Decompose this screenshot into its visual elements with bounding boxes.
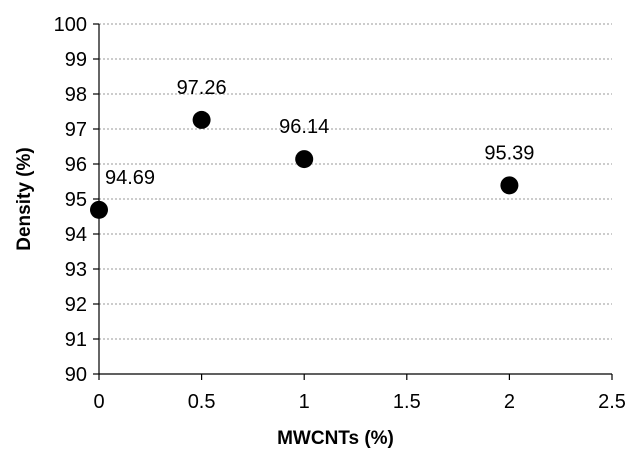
data-point — [90, 200, 108, 219]
data-point — [500, 176, 519, 195]
x-tick-label: 2.5 — [598, 391, 626, 413]
data-label: 94.69 — [105, 167, 155, 189]
x-tick-label: 1 — [299, 391, 310, 413]
y-tick-label: 97 — [65, 119, 87, 141]
y-tick-label: 96 — [65, 154, 87, 176]
x-tick-label: 2 — [504, 391, 515, 413]
data-label: 97.26 — [177, 77, 227, 99]
ticks-layer: 90 91 92 93 94 95 96 97 98 99 100 0 0.5 1 1.5 2 2.5 — [54, 14, 626, 413]
y-tick-label: 92 — [65, 294, 87, 316]
grid-layer — [99, 23, 612, 340]
y-tick-label: 90 — [65, 364, 87, 386]
data-point — [192, 110, 211, 129]
x-axis-title: MWCNTs (%) — [277, 428, 394, 449]
y-tick-label: 94 — [65, 224, 87, 246]
x-tick-label: 1.5 — [393, 391, 421, 413]
data-label: 96.14 — [279, 116, 329, 138]
y-tick-label: 100 — [54, 14, 87, 36]
x-tick-label: 0.5 — [188, 391, 216, 413]
y-tick-label: 99 — [65, 49, 87, 71]
y-tick-label: 93 — [65, 259, 87, 281]
data-labels-layer: 94.69 97.26 96.14 95.39 — [105, 77, 534, 189]
x-tick-label: 0 — [93, 391, 104, 413]
data-label: 95.39 — [484, 142, 534, 164]
y-axis-title: Density (%) — [14, 147, 35, 250]
data-point — [295, 150, 314, 169]
y-tick-label: 91 — [65, 329, 87, 351]
y-tick-label: 95 — [65, 189, 87, 211]
y-tick-label: 98 — [65, 84, 87, 106]
points-layer — [90, 110, 519, 219]
